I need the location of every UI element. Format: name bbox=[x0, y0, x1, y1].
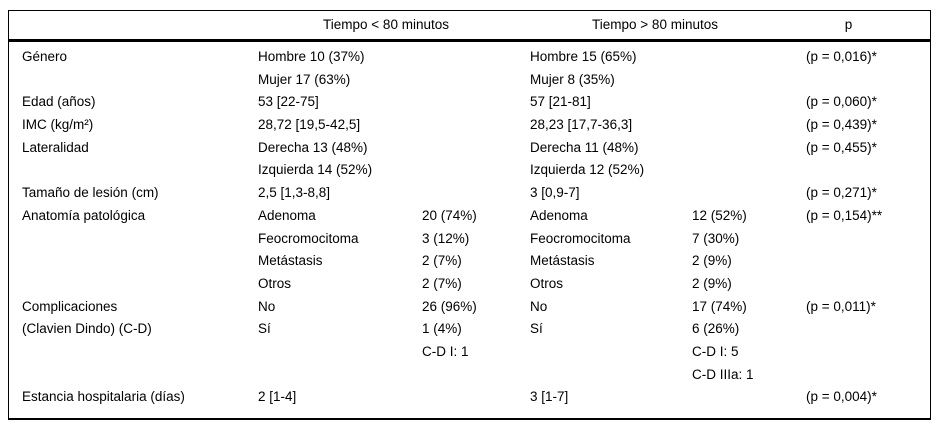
p-value: (p = 0,154)** bbox=[806, 207, 883, 223]
row-label: Estancia hospitalaria (días) bbox=[22, 389, 185, 405]
table-row: (Clavien Dindo) (C-D) Sí 1 (4%) Sí 6 (26… bbox=[0, 318, 940, 341]
group2-count: C-D I: 5 bbox=[692, 343, 739, 359]
group2-value: 3 [0,9-7] bbox=[530, 185, 580, 201]
group2-value: Hombre 15 (65%) bbox=[530, 49, 637, 64]
p-value: (p = 0,004)* bbox=[806, 389, 877, 405]
group2-value: No bbox=[530, 298, 548, 314]
p-value: (p = 0,060)* bbox=[806, 94, 877, 110]
group1-value: 53 [22-75] bbox=[258, 94, 319, 110]
group1-count: 2 (7%) bbox=[422, 253, 462, 269]
table-row: Complicaciones No 26 (96%) No 17 (74%) (… bbox=[0, 296, 940, 319]
table-row: C-D IIIa: 1 bbox=[0, 364, 940, 387]
group2-value: Metástasis bbox=[530, 253, 595, 269]
row-label: IMC (kg/m²) bbox=[22, 117, 94, 133]
table-body: Género Hombre 10 (37%) Hombre 15 (65%) (… bbox=[0, 46, 940, 409]
column-header-group2: Tiempo > 80 minutos bbox=[592, 17, 718, 32]
table-row: Mujer 17 (63%) Mujer 8 (35%) bbox=[0, 69, 940, 92]
group1-value: 28,72 [19,5-42,5] bbox=[258, 117, 361, 133]
table-row: IMC (kg/m²) 28,72 [19,5-42,5] 28,23 [17,… bbox=[0, 114, 940, 137]
group2-value: 28,23 [17,7-36,3] bbox=[530, 117, 633, 133]
group1-value: Derecha 13 (48%) bbox=[258, 139, 368, 155]
row-label: Lateralidad bbox=[22, 139, 89, 155]
table-row: Anatomía patológica Adenoma 20 (74%) Ade… bbox=[0, 205, 940, 228]
table-row: Feocromocitoma 3 (12%) Feocromocitoma 7 … bbox=[0, 228, 940, 251]
column-header-p: p bbox=[844, 17, 853, 32]
table-row: Metástasis 2 (7%) Metástasis 2 (9%) bbox=[0, 250, 940, 273]
row-label: Complicaciones bbox=[22, 298, 118, 314]
p-value: (p = 0,011)* bbox=[806, 298, 876, 314]
row-label: Género bbox=[22, 49, 68, 64]
group1-count: 2 (7%) bbox=[422, 275, 462, 291]
group1-value: Adenoma bbox=[258, 207, 316, 223]
header-divider-rule bbox=[8, 39, 931, 42]
group2-value: 3 [1-7] bbox=[530, 389, 569, 405]
group2-value: Izquierda 12 (52%) bbox=[530, 162, 645, 178]
group2-count: 7 (30%) bbox=[692, 230, 740, 246]
group1-value: No bbox=[258, 298, 276, 314]
group2-count: 12 (52%) bbox=[692, 207, 747, 223]
group2-count: 6 (26%) bbox=[692, 321, 740, 337]
table-row: C-D I: 1 C-D I: 5 bbox=[0, 341, 940, 364]
column-header-group1: Tiempo < 80 minutos bbox=[323, 17, 449, 32]
group2-count: 2 (9%) bbox=[692, 275, 732, 291]
table-row: Lateralidad Derecha 13 (48%) Derecha 11 … bbox=[0, 137, 940, 160]
group2-value: Derecha 11 (48%) bbox=[530, 139, 639, 155]
table-row: Edad (años) 53 [22-75] 57 [21-81] (p = 0… bbox=[0, 91, 940, 114]
group2-value: Adenoma bbox=[530, 207, 588, 223]
group2-value: Sí bbox=[530, 321, 543, 337]
group2-value: Mujer 8 (35%) bbox=[530, 71, 615, 87]
group2-count: C-D IIIa: 1 bbox=[692, 366, 754, 382]
row-label: Anatomía patológica bbox=[22, 207, 146, 223]
group1-value: Izquierda 14 (52%) bbox=[258, 162, 373, 178]
table-row: Otros 2 (7%) Otros 2 (9%) bbox=[0, 273, 940, 296]
group2-count: 2 (9%) bbox=[692, 253, 732, 269]
row-label: Tamaño de lesión (cm) bbox=[22, 185, 159, 201]
group1-value: Otros bbox=[258, 275, 292, 291]
p-value: (p = 0,271)* bbox=[806, 185, 877, 201]
group1-count: 20 (74%) bbox=[422, 207, 477, 223]
row-label: Edad (años) bbox=[22, 94, 96, 110]
group2-value: Feocromocitoma bbox=[530, 230, 631, 246]
group1-count: 3 (12%) bbox=[422, 230, 470, 246]
group1-value: Metástasis bbox=[258, 253, 323, 269]
table-row: Género Hombre 10 (37%) Hombre 15 (65%) (… bbox=[0, 46, 940, 69]
group1-count: C-D I: 1 bbox=[422, 343, 469, 359]
group1-value: 2 [1-4] bbox=[258, 389, 297, 405]
group1-value: Hombre 10 (37%) bbox=[258, 49, 365, 64]
group1-value: Mujer 17 (63%) bbox=[258, 71, 351, 87]
group1-value: Feocromocitoma bbox=[258, 230, 359, 246]
row-label: (Clavien Dindo) (C-D) bbox=[22, 321, 152, 337]
p-value: (p = 0,439)* bbox=[806, 117, 877, 133]
p-value: (p = 0,016)* bbox=[806, 49, 877, 64]
p-value: (p = 0,455)* bbox=[806, 139, 877, 155]
group2-value: 57 [21-81] bbox=[530, 94, 591, 110]
table-row: Tamaño de lesión (cm) 2,5 [1,3-8,8] 3 [0… bbox=[0, 182, 940, 205]
table-row: Izquierda 14 (52%) Izquierda 12 (52%) bbox=[0, 159, 940, 182]
table-frame bbox=[8, 10, 931, 420]
group2-count: 17 (74%) bbox=[692, 298, 747, 314]
group1-value: Sí bbox=[258, 321, 271, 337]
group1-value: 2,5 [1,3-8,8] bbox=[258, 185, 331, 201]
group1-count: 1 (4%) bbox=[422, 321, 462, 337]
table-row: Estancia hospitalaria (días) 2 [1-4] 3 [… bbox=[0, 386, 940, 409]
group2-value: Otros bbox=[530, 275, 564, 291]
group1-count: 26 (96%) bbox=[422, 298, 477, 314]
